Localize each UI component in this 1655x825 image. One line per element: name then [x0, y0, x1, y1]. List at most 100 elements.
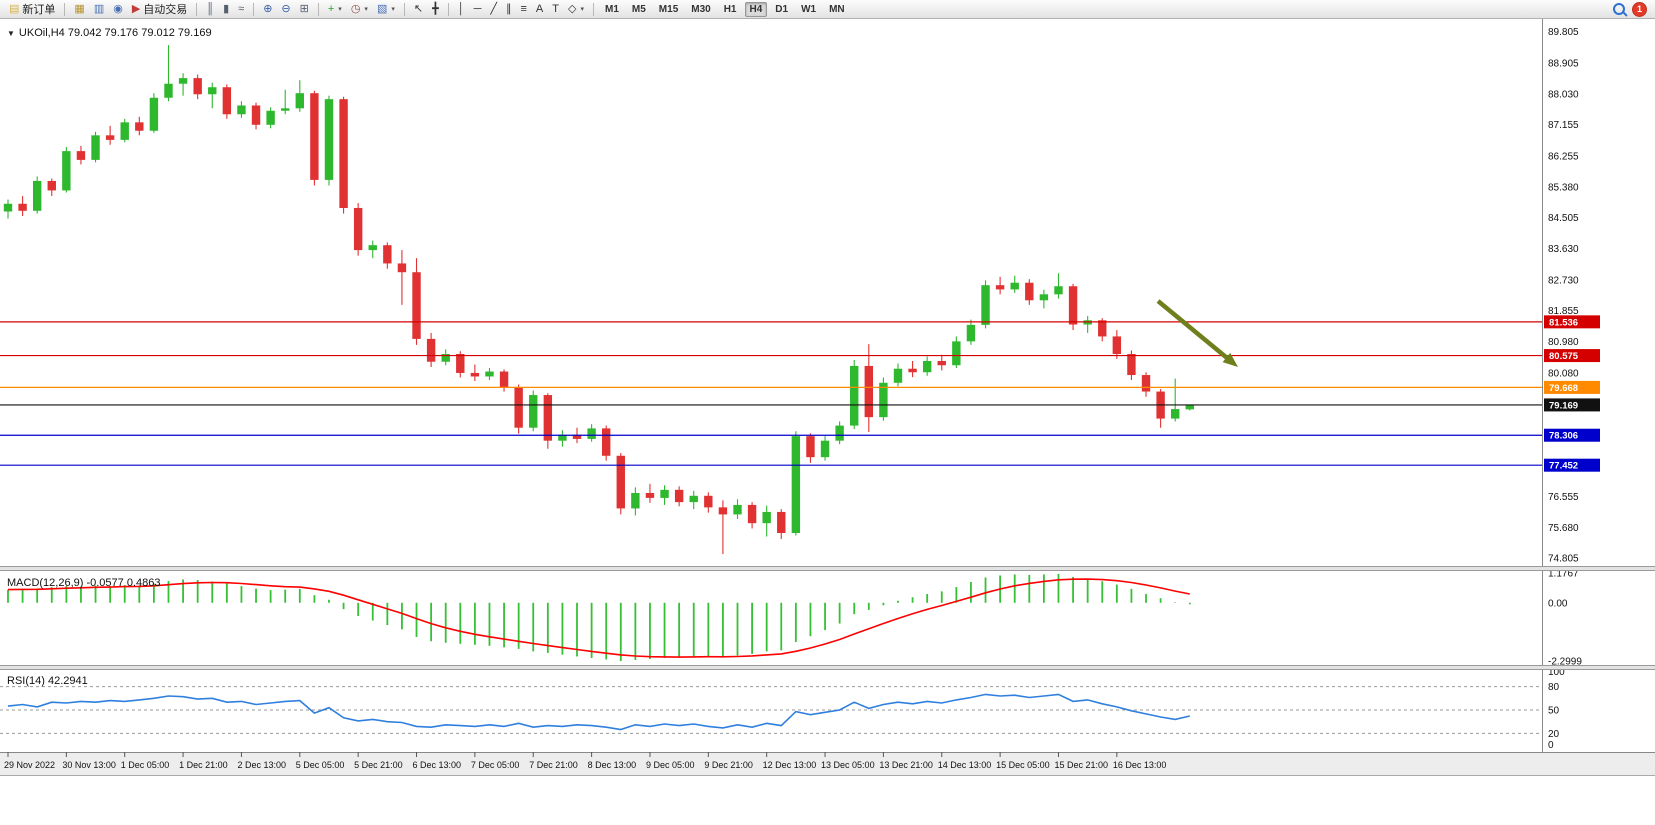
toolbar-separator	[196, 2, 198, 16]
chart-window[interactable]: ▼ UKOil,H4 79.042 79.176 79.012 79.169 MA…	[0, 19, 1655, 820]
auto-trading-button-label: 自动交易	[143, 4, 188, 16]
price-tick-label: 82.730	[1548, 275, 1579, 286]
price-tick-label: 85.380	[1548, 182, 1579, 193]
new-chart-icon: ▦	[74, 2, 85, 15]
macd-tick-label: 1.1767	[1548, 569, 1579, 580]
notification-badge[interactable]: 1	[1633, 2, 1646, 16]
timeframe-button-m1[interactable]: M1	[604, 3, 619, 15]
price-axis[interactable]: 89.805 88.905 88.030 87.155 86.255 85.380 84.5…	[1542, 19, 1601, 752]
trendline-button[interactable]: ╱	[486, 0, 501, 19]
price-badge-label: 77.452	[1549, 461, 1578, 472]
tile-windows-icon: ⊞	[299, 2, 309, 15]
macd-panel	[7, 573, 1191, 661]
price-badge	[1544, 428, 1600, 442]
toolbar-separator	[64, 2, 66, 16]
toolbar-right-group: 1	[1613, 2, 1650, 16]
chevron-down-icon: ▾	[364, 6, 368, 13]
new-chart-button[interactable]: ▦	[70, 0, 88, 19]
cursor-button[interactable]: ↖	[410, 0, 427, 19]
crosshair-icon: ╋	[432, 2, 439, 15]
toolbar-separator	[317, 2, 319, 16]
timeframe-button-mn[interactable]: MN	[829, 3, 845, 15]
toolbar-separator	[253, 2, 255, 16]
price-badge	[1544, 380, 1600, 394]
zoom-in-icon: ⊕	[263, 2, 273, 15]
chart-canvas[interactable]: 89.805 88.905 88.030 87.155 86.255 85.380 84.5…	[0, 19, 1655, 820]
rsi-tick-label: 0	[1548, 740, 1554, 751]
macd-tick-label: -2.2999	[1548, 656, 1582, 667]
text-button[interactable]: A	[532, 0, 547, 19]
shapes-button[interactable]: ◇ ▾	[564, 0, 588, 19]
chevron-down-icon: ▾	[338, 6, 342, 13]
horizontal-line-button[interactable]: ─	[470, 0, 486, 19]
search-icon[interactable]	[1613, 3, 1625, 15]
symbol-ohlc-label: ▼ UKOil,H4 79.042 79.176 79.012 79.169	[7, 27, 212, 39]
time-tick-label: 14 Dec 13:00	[938, 760, 992, 770]
shapes-icon: ◇	[568, 2, 577, 15]
horizontal-line-icon: ─	[473, 2, 482, 15]
time-tick-label: 8 Dec 13:00	[588, 760, 637, 770]
chevron-down-icon: ▾	[391, 6, 395, 13]
new-order-button[interactable]: ▤ 新订单	[5, 0, 59, 19]
trend-arrow-annotation[interactable]	[1156, 299, 1238, 367]
label-button[interactable]: T	[548, 0, 563, 19]
rsi-tick-label: 50	[1548, 706, 1560, 717]
symbol-ohlc-text: UKOil,H4 79.042 79.176 79.012 79.169	[18, 27, 212, 39]
price-badge	[1544, 349, 1600, 363]
timeframe-button-d1[interactable]: D1	[775, 3, 789, 15]
line-chart-button[interactable]: ≈	[234, 0, 248, 19]
candlestick-series	[3, 45, 1194, 555]
macd-tick-label: 0.00	[1548, 598, 1568, 609]
channel-icon: ∥	[506, 2, 512, 15]
candlestick-chart-button[interactable]: ▮	[219, 0, 233, 19]
bar-chart-button[interactable]: ║	[202, 0, 218, 19]
price-tick-label: 88.905	[1548, 59, 1579, 70]
templates-button[interactable]: ▧ ▾	[373, 0, 399, 19]
auto-trading-button[interactable]: ▶ 自动交易	[128, 0, 191, 19]
zoom-out-button[interactable]: ⊖	[277, 0, 294, 19]
refresh-icon: ◉	[113, 2, 123, 15]
time-tick-label: 2 Dec 13:00	[237, 760, 286, 770]
timeframe-button-m30[interactable]: M30	[691, 3, 711, 15]
time-axis[interactable]: 29 Nov 2022 30 Nov 13:00 1 Dec 05:00 1 Dec …	[0, 752, 1655, 776]
timeframe-button-w1[interactable]: W1	[801, 3, 817, 15]
tile-windows-button[interactable]: ⊞	[296, 0, 313, 19]
toolbar-separator	[403, 2, 405, 16]
price-tick-label: 84.505	[1548, 213, 1579, 224]
templates-icon: ▧	[376, 2, 388, 15]
label-icon: T	[552, 2, 559, 15]
periods-button[interactable]: ◷ ▾	[347, 0, 372, 19]
time-tick-label: 7 Dec 21:00	[529, 760, 578, 770]
timeframe-button-m5[interactable]: M5	[631, 3, 646, 15]
channel-button[interactable]: ∥	[502, 0, 516, 19]
price-panel[interactable]	[0, 45, 1542, 555]
zoom-in-button[interactable]: ⊕	[259, 0, 276, 19]
macd-signal-line	[7, 578, 1190, 658]
vertical-line-button[interactable]: │	[454, 0, 469, 19]
text-icon: A	[535, 2, 544, 15]
fibonacci-icon: ≡	[520, 2, 527, 15]
rsi-tick-label: 20	[1548, 729, 1560, 740]
toolbar-separator	[447, 2, 449, 16]
crosshair-button[interactable]: ╋	[428, 0, 443, 19]
time-tick-label: 5 Dec 21:00	[354, 760, 403, 770]
price-tick-label: 87.155	[1548, 120, 1579, 131]
time-tick-label: 30 Nov 13:00	[62, 760, 116, 770]
price-tick-label: 75.680	[1548, 523, 1579, 534]
candlestick-chart-icon: ▮	[223, 2, 230, 15]
refresh-button[interactable]: ◉	[109, 0, 127, 19]
timeframe-button-h1[interactable]: H1	[723, 3, 737, 15]
time-tick-label: 1 Dec 21:00	[179, 760, 228, 770]
toolbar-separator	[592, 2, 594, 16]
chevron-down-icon: ▾	[580, 6, 584, 13]
vertical-line-icon: │	[457, 2, 465, 15]
cursor-icon: ↖	[413, 2, 424, 15]
macd-indicator-label: MACD(12,26,9) -0.0577 0.4863	[7, 577, 161, 589]
fibonacci-button[interactable]: ≡	[517, 0, 531, 19]
profiles-button[interactable]: ▥	[90, 0, 108, 19]
timeframe-button-h4[interactable]: H4	[744, 1, 768, 17]
indicators-button[interactable]: + ▾	[324, 0, 346, 19]
one-click-collapse-icon[interactable]: ▼	[7, 29, 15, 38]
trendline-icon: ╱	[490, 2, 497, 15]
timeframe-button-m15[interactable]: M15	[658, 3, 679, 15]
